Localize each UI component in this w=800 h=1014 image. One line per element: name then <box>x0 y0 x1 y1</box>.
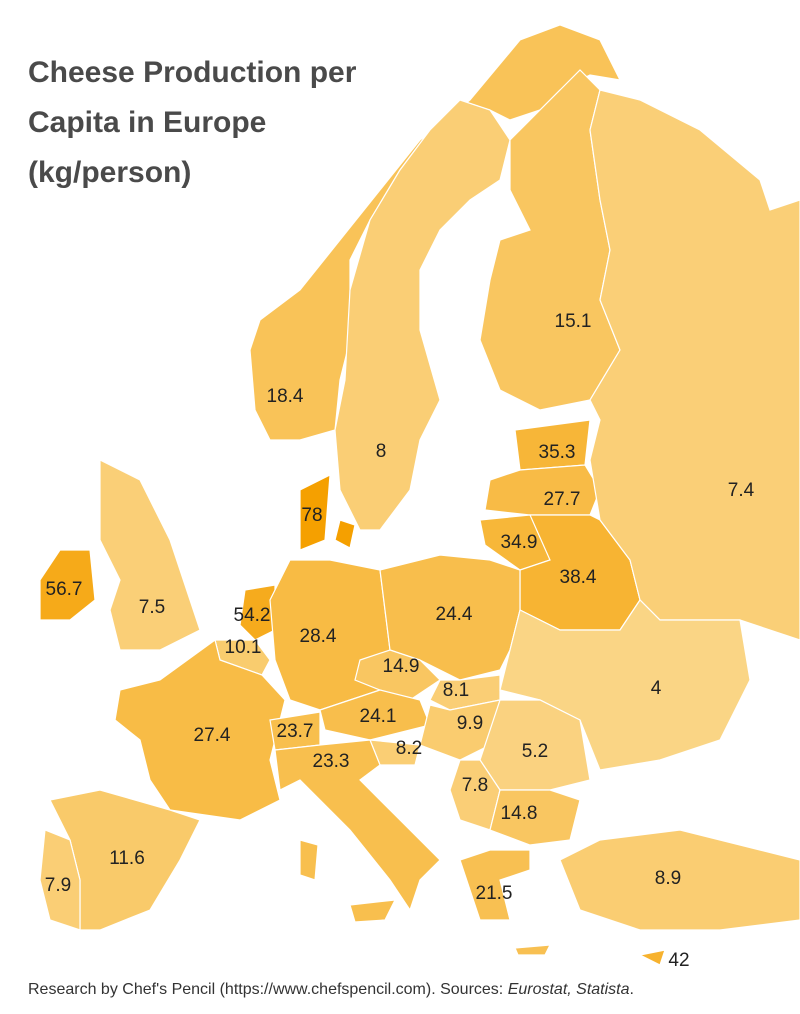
region-value: 18.4 <box>267 386 304 407</box>
region <box>419 699 501 761</box>
region <box>349 899 397 923</box>
footer-sources: Eurostat, Statista <box>508 981 630 998</box>
region-value: 78 <box>301 505 322 526</box>
title-line: (kg/person) <box>28 156 191 189</box>
region-value: 5.2 <box>522 741 548 762</box>
region-value: 7.8 <box>462 775 488 796</box>
region <box>114 638 286 821</box>
region-value: 24.4 <box>436 604 473 625</box>
region <box>638 949 666 966</box>
region <box>589 89 800 641</box>
region <box>274 739 441 912</box>
region-value: 10.1 <box>225 637 262 658</box>
footer-text: Research by Chef's Pencil (https://www.c… <box>28 981 508 998</box>
region-value: 42 <box>668 950 689 971</box>
region <box>489 789 581 846</box>
region-value: 7.4 <box>728 480 755 501</box>
region <box>239 584 276 641</box>
region-value: 24.1 <box>360 706 397 727</box>
region-value: 7.9 <box>45 875 71 896</box>
region-value: 4 <box>651 678 662 699</box>
region-value: 14.9 <box>383 656 420 677</box>
region-value: 56.7 <box>46 579 83 600</box>
region <box>319 689 431 741</box>
region-value: 9.9 <box>457 713 483 734</box>
region <box>249 24 622 441</box>
region <box>39 549 96 621</box>
region-value: 34.9 <box>501 532 538 553</box>
region <box>459 849 531 921</box>
region-value: 54.2 <box>234 605 271 626</box>
title-line: Cheese Production per <box>28 56 357 89</box>
region-value: 15.1 <box>555 311 592 332</box>
region-value: 8.1 <box>443 680 469 701</box>
region-value: 23.7 <box>277 721 314 742</box>
title-line: Capita in Europe <box>28 106 266 139</box>
footer-end: . <box>630 981 634 998</box>
region <box>484 464 601 516</box>
region <box>354 649 441 701</box>
region <box>299 839 319 881</box>
region <box>334 99 511 531</box>
region-value: 38.4 <box>560 567 597 588</box>
region-value: 8 <box>376 441 387 462</box>
region <box>499 599 751 771</box>
region-value: 28.4 <box>300 626 337 647</box>
region-value: 23.3 <box>313 751 350 772</box>
region-value: 27.4 <box>194 725 231 746</box>
region <box>514 944 552 956</box>
region-value: 7.5 <box>139 597 165 618</box>
region <box>39 829 81 931</box>
region <box>99 459 201 651</box>
region-value: 14.8 <box>501 803 538 824</box>
region-value: 8.9 <box>655 868 681 889</box>
region-value: 27.7 <box>544 489 581 510</box>
region-value: 21.5 <box>476 883 513 904</box>
region <box>299 473 331 551</box>
region-value: 35.3 <box>539 442 576 463</box>
region-value: 11.6 <box>109 848 145 869</box>
region <box>334 519 356 549</box>
footer: Research by Chef's Pencil (https://www.c… <box>28 981 634 998</box>
region-value: 8.2 <box>396 738 422 759</box>
region <box>559 829 800 931</box>
